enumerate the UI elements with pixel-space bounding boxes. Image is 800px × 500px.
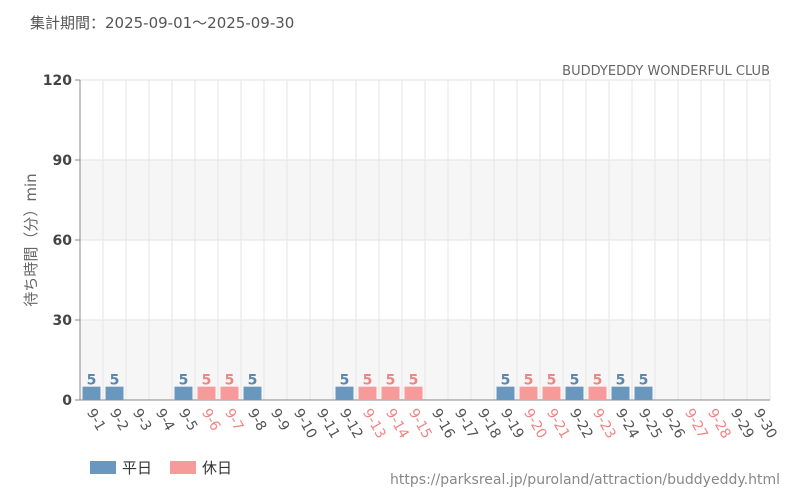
bar <box>611 386 630 400</box>
bar-value-label: 5 <box>179 373 189 389</box>
bar <box>174 386 193 400</box>
bar <box>519 386 538 400</box>
bar-value-label: 5 <box>87 373 97 389</box>
y-axis-label: 待ち時間（分）min <box>22 173 40 306</box>
bar <box>105 386 124 400</box>
bar <box>243 386 262 400</box>
bar <box>82 386 101 400</box>
x-tick-label: 9-17 <box>451 406 481 442</box>
x-tick-label: 9-14 <box>382 406 412 442</box>
bar-value-label: 5 <box>616 373 626 389</box>
bar <box>358 386 377 400</box>
x-tick-label: 9-28 <box>704 406 734 442</box>
y-tick-label: 0 <box>62 393 72 409</box>
bar <box>404 386 423 400</box>
y-tick-label: 120 <box>43 73 72 89</box>
bar-value-label: 5 <box>386 373 396 389</box>
legend-label-holiday: 休日 <box>202 459 233 477</box>
x-tick-label: 9-20 <box>520 406 550 442</box>
x-tick-label: 9-12 <box>336 406 366 442</box>
x-tick-label: 9-5 <box>175 406 200 434</box>
x-tick-label: 9-24 <box>612 406 642 442</box>
bar-value-label: 5 <box>110 373 120 389</box>
x-tick-label: 9-2 <box>106 406 131 434</box>
x-tick-label: 9-30 <box>750 406 780 442</box>
x-tick-label: 9-29 <box>727 406 757 442</box>
x-tick-label: 9-27 <box>681 406 711 442</box>
bar <box>335 386 354 400</box>
bar-value-label: 5 <box>248 373 258 389</box>
bar-value-label: 5 <box>340 373 350 389</box>
x-tick-label: 9-21 <box>543 406 573 442</box>
x-tick-label: 9-22 <box>566 406 596 442</box>
legend-label-weekday: 平日 <box>122 459 153 477</box>
y-tick-label: 60 <box>53 233 73 249</box>
x-tick-label: 9-13 <box>359 406 389 442</box>
x-tick-label: 9-26 <box>658 406 688 442</box>
x-tick-label: 9-8 <box>244 406 269 434</box>
x-tick-label: 9-19 <box>497 406 527 442</box>
x-tick-label: 9-11 <box>313 406 343 442</box>
bar-value-label: 5 <box>363 373 373 389</box>
collection-period: 集計期間：2025-09-01～2025-09-30 <box>30 14 295 32</box>
bar-value-label: 5 <box>501 373 511 389</box>
x-tick-label: 9-25 <box>635 406 665 442</box>
x-tick-label: 9-23 <box>589 406 619 442</box>
x-tick-label: 9-16 <box>428 406 458 442</box>
y-tick-label: 30 <box>53 313 73 329</box>
legend: 平日 休日 <box>90 457 232 478</box>
source-url: https://parksreal.jp/puroland/attraction… <box>390 472 780 488</box>
bar <box>197 386 216 400</box>
x-tick-label: 9-1 <box>83 406 108 434</box>
bar-value-label: 5 <box>202 373 212 389</box>
x-tick-label: 9-9 <box>267 406 292 434</box>
x-tick-label: 9-6 <box>198 406 223 434</box>
y-tick-label: 90 <box>53 153 73 169</box>
bar <box>381 386 400 400</box>
legend-item-holiday: 休日 <box>170 457 232 478</box>
bar <box>220 386 239 400</box>
x-tick-label: 9-3 <box>129 406 154 434</box>
chart-title: BUDDYEDDY WONDERFUL CLUB <box>562 64 770 79</box>
bar-value-label: 5 <box>409 373 419 389</box>
legend-item-weekday: 平日 <box>90 457 152 478</box>
x-tick-label: 9-7 <box>221 406 246 434</box>
bar-value-label: 5 <box>547 373 557 389</box>
bar-value-label: 5 <box>639 373 649 389</box>
bar-value-label: 5 <box>225 373 235 389</box>
bar <box>542 386 561 400</box>
bar-value-label: 5 <box>524 373 534 389</box>
bar-value-label: 5 <box>593 373 603 389</box>
bar <box>496 386 515 400</box>
x-tick-label: 9-18 <box>474 406 504 442</box>
legend-swatch-holiday <box>170 461 197 474</box>
bar <box>565 386 584 400</box>
bar <box>588 386 607 400</box>
legend-swatch-weekday <box>90 461 116 474</box>
x-tick-label: 9-4 <box>152 406 177 434</box>
x-tick-label: 9-15 <box>405 406 435 442</box>
bar <box>634 386 653 400</box>
bar-value-label: 5 <box>570 373 580 389</box>
x-tick-label: 9-10 <box>290 406 320 442</box>
